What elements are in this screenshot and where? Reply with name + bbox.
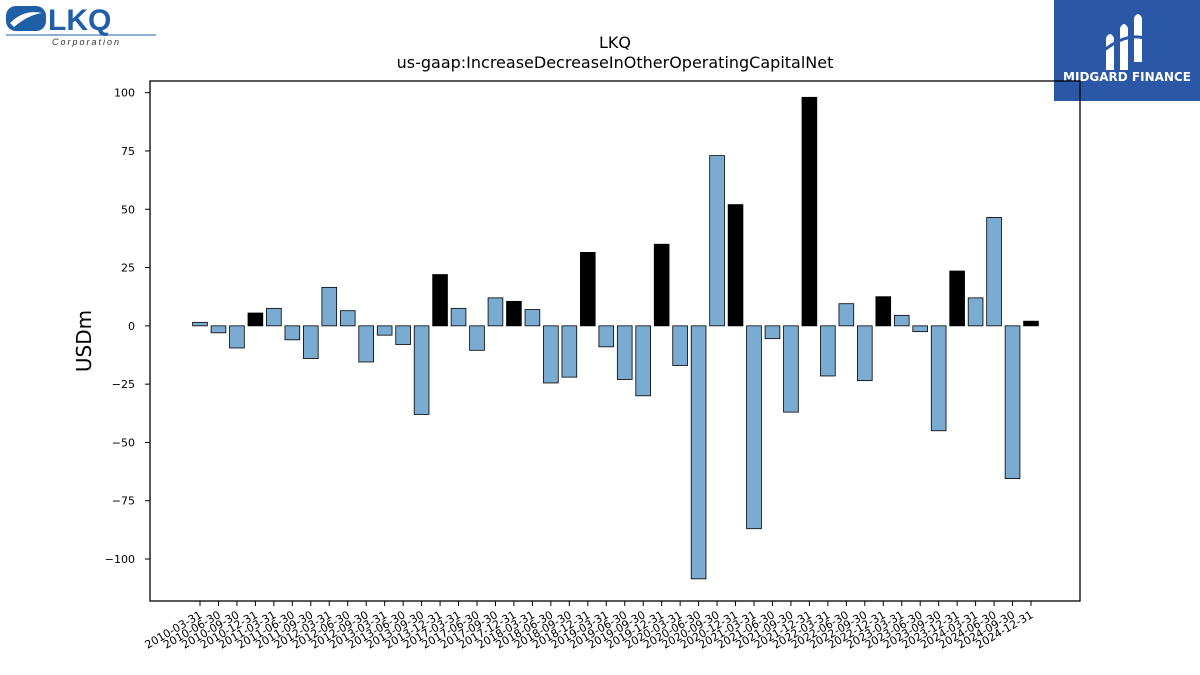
x-axis: 2010-03-312010-06-302010-09-302010-12-31… [143, 601, 1036, 652]
y-tick-label: 100 [114, 87, 135, 100]
chart-title: LKQ [599, 33, 631, 52]
bar-2017-03-31 [672, 325, 688, 366]
bar-2015-12-31 [580, 251, 596, 327]
bar-2016-06-30 [616, 325, 633, 380]
bar-2019-12-31 [875, 296, 892, 327]
bar-2011-09-30 [303, 325, 319, 359]
chart-subtitle: us-gaap:IncreaseDecreaseInOtherOperating… [397, 53, 834, 72]
bar-2015-09-30 [561, 325, 578, 378]
bar-2021-03-31 [967, 297, 984, 327]
bar-2020-06-30 [912, 325, 928, 333]
bar-2020-12-31 [949, 270, 965, 327]
bar-2014-06-30 [469, 325, 485, 351]
bar-2011-03-31 [266, 307, 282, 327]
y-tick-label: 50 [121, 203, 135, 216]
midgard-logo-arc [1101, 35, 1151, 54]
plot-frame [149, 80, 1081, 602]
bar-2013-06-30 [395, 325, 411, 345]
bar-2016-09-30 [635, 325, 651, 397]
y-tick-label: 25 [121, 262, 135, 275]
y-tick-label: 0 [128, 320, 135, 333]
y-tick-label: 75 [121, 145, 135, 158]
bar-2010-06-30 [210, 325, 227, 334]
bar-2020-09-30 [930, 325, 947, 432]
bar-2010-12-31 [247, 312, 264, 327]
lkq-logo: LKQ Corporation [6, 4, 156, 47]
y-axis: 100 75 50 25 0 −25 −50 −75 −100 [105, 87, 150, 566]
bar-2021-09-30 [1004, 325, 1021, 479]
bar-2013-03-31 [376, 325, 393, 336]
bar-2019-03-31 [820, 325, 836, 377]
bar-2013-09-30 [413, 325, 430, 415]
bar-2014-12-31 [506, 300, 522, 327]
bar-2021-12-31 [1023, 320, 1039, 327]
bar-2014-03-31 [450, 307, 467, 327]
midgard-finance-logo: MIDGARD FINANCE [1054, 0, 1200, 101]
bar-2019-06-30 [838, 303, 855, 327]
y-tick-label: −100 [105, 553, 135, 566]
bar-2018-03-31 [746, 325, 762, 530]
midgard-logo-mark [1106, 14, 1142, 70]
bar-2014-09-30 [487, 297, 504, 327]
bar-2019-09-30 [857, 325, 873, 382]
bar-2020-03-31 [893, 314, 910, 327]
bar-2016-12-31 [653, 243, 670, 327]
bar-2011-06-30 [284, 325, 301, 341]
bar-2012-09-30 [358, 325, 374, 363]
bar-2017-12-31 [727, 204, 744, 327]
bar-2010-03-31 [192, 321, 208, 327]
bar-2021-06-30 [986, 217, 1002, 327]
bar-2010-09-30 [229, 325, 245, 349]
lkq-logo-text: LKQ [48, 4, 111, 37]
bar-2015-03-31 [524, 309, 541, 327]
bar-2018-09-30 [783, 325, 799, 413]
y-axis-label: USDm [72, 310, 96, 372]
y-tick-label: −50 [112, 436, 135, 449]
midgard-logo-text: MIDGARD FINANCE [1063, 70, 1191, 84]
bar-2012-03-31 [321, 286, 338, 327]
bar-2013-12-31 [432, 274, 448, 327]
bar-2018-06-30 [764, 325, 781, 340]
bars-group [192, 96, 1039, 580]
bar-2018-12-31 [801, 96, 818, 327]
bar-2017-06-30 [690, 325, 707, 580]
bar-2016-03-31 [598, 325, 615, 348]
lkq-logo-sub: Corporation [52, 37, 121, 47]
y-tick-label: −75 [112, 495, 135, 508]
bar-2012-06-30 [339, 310, 356, 327]
y-tick-label: −25 [112, 378, 135, 391]
bar-2015-06-30 [543, 325, 559, 384]
bar-2017-09-30 [709, 155, 725, 327]
lkq-logo-swoosh [10, 12, 42, 27]
